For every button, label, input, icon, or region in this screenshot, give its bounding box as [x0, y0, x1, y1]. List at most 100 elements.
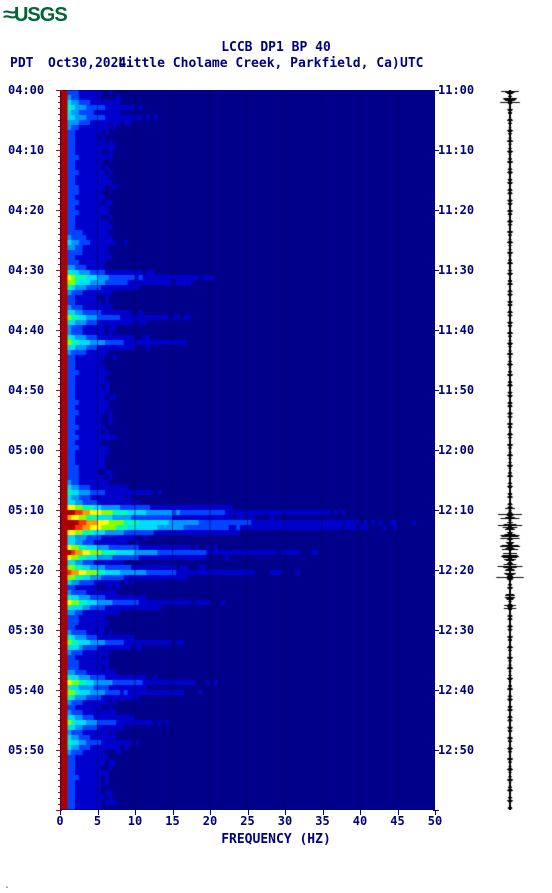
y-right-tick-label: 12:00	[438, 443, 474, 457]
y-minor-tick	[58, 582, 60, 583]
waveform-plot	[495, 90, 525, 810]
y-minor-tick	[58, 96, 60, 97]
y-minor-tick	[58, 372, 60, 373]
y-minor-tick	[58, 240, 60, 241]
y-major-tick-right	[433, 510, 439, 511]
y-major-tick	[56, 210, 62, 211]
y-major-tick	[56, 270, 62, 271]
y-minor-tick	[58, 258, 60, 259]
footer-mark: .	[4, 880, 10, 891]
x-tick-mark	[248, 810, 249, 815]
y-major-tick	[56, 690, 62, 691]
y-right-tick-label: 11:30	[438, 263, 474, 277]
y-minor-tick	[58, 306, 60, 307]
y-minor-tick	[58, 246, 60, 247]
y-minor-tick	[58, 552, 60, 553]
y-left-tick-label: 04:30	[8, 263, 56, 277]
y-right-tick-label: 12:50	[438, 743, 474, 757]
y-minor-tick	[58, 666, 60, 667]
y-minor-tick	[58, 336, 60, 337]
y-minor-tick	[58, 354, 60, 355]
y-minor-tick	[58, 420, 60, 421]
x-tick-mark	[98, 810, 99, 815]
y-left-tick-label: 04:20	[8, 203, 56, 217]
y-major-tick-right	[433, 90, 439, 91]
y-minor-tick	[58, 198, 60, 199]
y-minor-tick	[58, 498, 60, 499]
y-left-tick-label: 05:20	[8, 563, 56, 577]
y-left-tick-label: 04:40	[8, 323, 56, 337]
y-minor-tick	[58, 642, 60, 643]
x-tick-mark	[173, 810, 174, 815]
y-minor-tick	[58, 264, 60, 265]
y-minor-tick	[58, 768, 60, 769]
y-minor-tick	[58, 288, 60, 289]
y-major-tick-right	[433, 150, 439, 151]
y-minor-tick	[58, 252, 60, 253]
y-major-tick-right	[433, 270, 439, 271]
y-minor-tick	[58, 726, 60, 727]
y-minor-tick	[58, 600, 60, 601]
y-minor-tick	[58, 318, 60, 319]
y-minor-tick	[58, 114, 60, 115]
y-right-tick-label: 11:00	[438, 83, 474, 97]
x-tick-label: 45	[386, 814, 410, 828]
y-left-tick-label: 05:50	[8, 743, 56, 757]
y-minor-tick	[58, 522, 60, 523]
y-minor-tick	[58, 408, 60, 409]
y-minor-tick	[58, 558, 60, 559]
y-minor-tick	[58, 474, 60, 475]
y-major-tick	[56, 510, 62, 511]
y-minor-tick	[58, 294, 60, 295]
x-tick-mark	[435, 810, 436, 815]
y-minor-tick	[58, 156, 60, 157]
y-minor-tick	[58, 492, 60, 493]
y-minor-tick	[58, 216, 60, 217]
y-major-tick	[56, 390, 62, 391]
y-minor-tick	[58, 594, 60, 595]
usgs-logo: ≈USGS	[4, 4, 67, 27]
y-minor-tick	[58, 804, 60, 805]
y-major-tick-right	[433, 450, 439, 451]
y-major-tick-right	[433, 630, 439, 631]
y-minor-tick	[58, 108, 60, 109]
x-tick-mark	[323, 810, 324, 815]
y-major-tick-right	[433, 750, 439, 751]
y-minor-tick	[58, 186, 60, 187]
y-minor-tick	[58, 528, 60, 529]
y-minor-tick	[58, 414, 60, 415]
y-minor-tick	[58, 384, 60, 385]
y-minor-tick	[58, 516, 60, 517]
y-minor-tick	[58, 426, 60, 427]
y-minor-tick	[58, 564, 60, 565]
y-major-tick	[56, 150, 62, 151]
x-tick-label: 5	[86, 814, 110, 828]
x-tick-mark	[135, 810, 136, 815]
logo-wave-icon: ≈	[3, 4, 15, 27]
y-minor-tick	[58, 162, 60, 163]
y-major-tick	[56, 750, 62, 751]
y-major-tick	[56, 450, 62, 451]
y-minor-tick	[58, 234, 60, 235]
y-minor-tick	[58, 468, 60, 469]
plot-title: LCCB DP1 BP 40	[0, 40, 552, 55]
x-tick-label: 10	[123, 814, 147, 828]
y-minor-tick	[58, 300, 60, 301]
x-tick-label: 30	[273, 814, 297, 828]
x-tick-mark	[360, 810, 361, 815]
y-minor-tick	[58, 138, 60, 139]
y-minor-tick	[58, 744, 60, 745]
location-label: Little Cholame Creek, Parkfield, Ca)	[118, 56, 400, 71]
y-minor-tick	[58, 438, 60, 439]
y-major-tick-right	[433, 390, 439, 391]
y-minor-tick	[58, 714, 60, 715]
x-axis-label: FREQUENCY (HZ)	[0, 832, 552, 847]
y-minor-tick	[58, 534, 60, 535]
y-left-tick-label: 05:40	[8, 683, 56, 697]
y-minor-tick	[58, 204, 60, 205]
y-minor-tick	[58, 168, 60, 169]
y-major-tick	[56, 90, 62, 91]
y-minor-tick	[58, 756, 60, 757]
x-tick-label: 50	[423, 814, 447, 828]
y-minor-tick	[58, 222, 60, 223]
